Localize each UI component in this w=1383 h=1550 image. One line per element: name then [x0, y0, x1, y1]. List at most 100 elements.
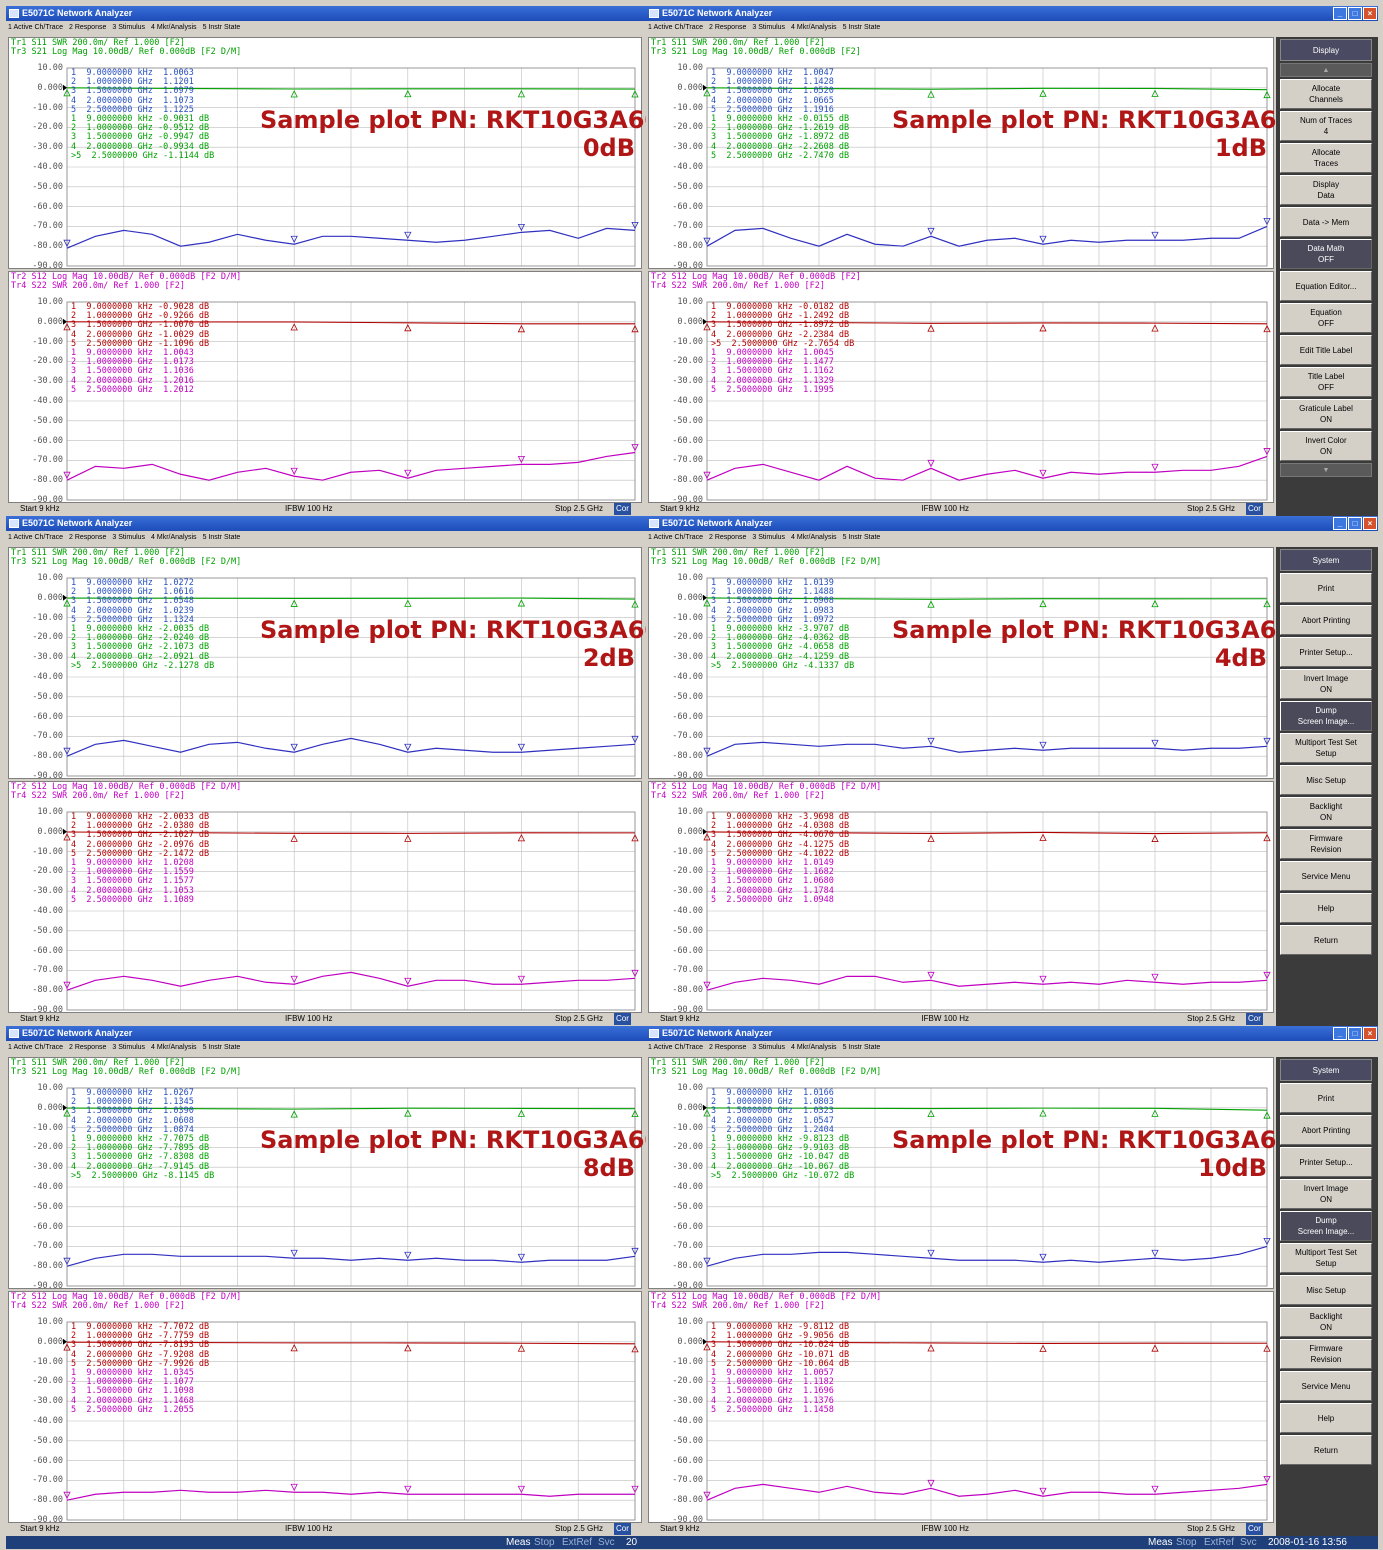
y-tick-label: -80.00 — [32, 475, 63, 486]
marker-readout: 5 2.5000000 GHz 1.1995 — [711, 384, 834, 395]
menu-item[interactable]: 4 Mkr/Analysis — [151, 1044, 197, 1051]
marker-triangle — [404, 743, 412, 752]
help-softkey[interactable]: Help — [1280, 1403, 1372, 1433]
marker-triangle — [927, 600, 935, 608]
softkey-value: Revision — [1310, 845, 1342, 854]
menu-item[interactable]: 4 Mkr/Analysis — [791, 24, 837, 31]
firmware-softkey[interactable]: Firmware Revision — [1280, 829, 1372, 859]
menu-item[interactable]: 5 Instr State — [202, 24, 241, 31]
menu-item[interactable]: 2 Response — [69, 1044, 107, 1051]
menu-item[interactable]: 5 Instr State — [842, 1044, 881, 1051]
menu-item[interactable]: 1 Active Ch/Trace — [8, 534, 63, 541]
graticule-label-softkey[interactable]: Graticule Label ON — [1280, 399, 1372, 429]
num-of-traces-softkey[interactable]: Num of Traces 4 — [1280, 111, 1372, 141]
equation-editor-softkey[interactable]: Equation Editor... — [1280, 271, 1372, 301]
menu-item[interactable]: 2 Response — [709, 534, 747, 541]
edit-title-label-softkey[interactable]: Edit Title Label — [1280, 335, 1372, 365]
firmware-softkey[interactable]: Firmware Revision — [1280, 1339, 1372, 1369]
scroll-softkey[interactable]: ▼ — [1280, 463, 1372, 477]
status-bar: Start 9 kHz IFBW 100 Hz Stop 2.5 GHz Cor — [6, 1523, 640, 1535]
system-softkey[interactable]: System — [1280, 1059, 1372, 1081]
y-tick-label: -70.00 — [32, 1475, 63, 1486]
abort-printing-softkey[interactable]: Abort Printing — [1280, 1115, 1372, 1145]
title-label-softkey[interactable]: Title Label OFF — [1280, 367, 1372, 397]
multiport-test-set-softkey[interactable]: Multiport Test Set Setup — [1280, 1243, 1372, 1273]
menu-item[interactable]: 4 Mkr/Analysis — [151, 24, 197, 31]
menu-item[interactable]: 5 Instr State — [202, 1044, 241, 1051]
menu-item[interactable]: 3 Stimulus — [112, 24, 146, 31]
display-softkey[interactable]: Display Data — [1280, 175, 1372, 205]
marker-readout: 4 2.0000000 GHz -7.9208 dB — [71, 1349, 210, 1360]
return-softkey[interactable]: Return — [1280, 925, 1372, 955]
invert-image-softkey[interactable]: Invert Image ON — [1280, 1179, 1372, 1209]
maximize-button[interactable]: □ — [1348, 7, 1362, 20]
menu-item[interactable]: 3 Stimulus — [752, 24, 786, 31]
menu-item[interactable]: 3 Stimulus — [112, 534, 146, 541]
misc-setup-softkey[interactable]: Misc Setup — [1280, 1275, 1372, 1305]
close-button[interactable]: × — [1363, 517, 1377, 530]
stop-frequency: Stop 2.5 GHz — [1187, 504, 1236, 513]
menu-item[interactable]: 2 Response — [709, 1044, 747, 1051]
start-frequency: Start 9 kHz — [660, 1524, 700, 1533]
print-softkey[interactable]: Print — [1280, 1083, 1372, 1113]
menu-item[interactable]: 2 Response — [69, 534, 107, 541]
menu-item[interactable]: 4 Mkr/Analysis — [791, 1044, 837, 1051]
invert-image-softkey[interactable]: Invert Image ON — [1280, 669, 1372, 699]
multiport-test-set-softkey[interactable]: Multiport Test Set Setup — [1280, 733, 1372, 763]
invert-color-softkey[interactable]: Invert Color ON — [1280, 431, 1372, 461]
bottom-status-bar: Meas Stop ExtRef Svc 2008-01-16 13:56 — [646, 1536, 1378, 1549]
backlight-softkey[interactable]: Backlight ON — [1280, 1307, 1372, 1337]
marker-triangle — [1263, 971, 1271, 980]
menu-item[interactable]: 5 Instr State — [202, 534, 241, 541]
stop-frequency: Stop 2.5 GHz — [1187, 1014, 1236, 1023]
equation-softkey[interactable]: Equation OFF — [1280, 303, 1372, 333]
close-button[interactable]: × — [1363, 1027, 1377, 1040]
maximize-button[interactable]: □ — [1348, 517, 1362, 530]
backlight-softkey[interactable]: Backlight ON — [1280, 797, 1372, 827]
menu-item[interactable]: 3 Stimulus — [112, 1044, 146, 1051]
menu-item[interactable]: 1 Active Ch/Trace — [8, 1044, 63, 1051]
minimize-button[interactable]: _ — [1333, 1027, 1347, 1040]
menu-item[interactable]: 5 Instr State — [842, 24, 881, 31]
print-softkey[interactable]: Print — [1280, 573, 1372, 603]
dump-softkey[interactable]: Dump Screen Image... — [1280, 1211, 1372, 1241]
menu-item[interactable]: 1 Active Ch/Trace — [648, 1044, 703, 1051]
menu-item[interactable]: 1 Active Ch/Trace — [648, 534, 703, 541]
menu-item[interactable]: 1 Active Ch/Trace — [8, 24, 63, 31]
menu-item[interactable]: 4 Mkr/Analysis — [791, 534, 837, 541]
service-menu-softkey[interactable]: Service Menu — [1280, 861, 1372, 891]
marker-readout: 2 1.0000000 GHz -7.7759 dB — [71, 1331, 210, 1342]
menu-item[interactable]: 3 Stimulus — [752, 1044, 786, 1051]
softkey-value: Screen Image... — [1297, 717, 1355, 726]
system-softkey[interactable]: System — [1280, 549, 1372, 571]
menu-item[interactable]: 3 Stimulus — [752, 534, 786, 541]
abort-printing-softkey[interactable]: Abort Printing — [1280, 605, 1372, 635]
allocate-softkey[interactable]: Allocate Traces — [1280, 143, 1372, 173]
printer-setup-softkey[interactable]: Printer Setup... — [1280, 637, 1372, 667]
data-mem-softkey[interactable]: Data -> Mem — [1280, 207, 1372, 237]
menu-item[interactable]: 5 Instr State — [842, 534, 881, 541]
service-menu-softkey[interactable]: Service Menu — [1280, 1371, 1372, 1401]
marker-readout: 5 2.5000000 GHz 1.1324 — [71, 614, 194, 625]
menu-item[interactable]: 2 Response — [709, 24, 747, 31]
marker-triangle — [290, 90, 298, 98]
misc-setup-softkey[interactable]: Misc Setup — [1280, 765, 1372, 795]
dump-softkey[interactable]: Dump Screen Image... — [1280, 701, 1372, 731]
menu-bar: 1 Active Ch/Trace 2 Response 3 Stimulus 4 M… — [6, 21, 646, 35]
minimize-button[interactable]: _ — [1333, 517, 1347, 530]
minimize-button[interactable]: _ — [1333, 7, 1347, 20]
help-softkey[interactable]: Help — [1280, 893, 1372, 923]
menu-item[interactable]: 2 Response — [69, 24, 107, 31]
display-softkey[interactable]: Display — [1280, 39, 1372, 61]
scroll-softkey[interactable]: ▲ — [1280, 63, 1372, 77]
menu-item[interactable]: 4 Mkr/Analysis — [151, 534, 197, 541]
printer-setup-softkey[interactable]: Printer Setup... — [1280, 1147, 1372, 1177]
data-math-softkey[interactable]: Data Math OFF — [1280, 239, 1372, 269]
menu-item[interactable]: 1 Active Ch/Trace — [648, 24, 703, 31]
y-tick-label: -20.00 — [32, 356, 63, 367]
return-softkey[interactable]: Return — [1280, 1435, 1372, 1465]
ifbw-readout: IFBW 100 Hz — [921, 504, 970, 513]
close-button[interactable]: × — [1363, 7, 1377, 20]
maximize-button[interactable]: □ — [1348, 1027, 1362, 1040]
allocate-softkey[interactable]: Allocate Channels — [1280, 79, 1372, 109]
